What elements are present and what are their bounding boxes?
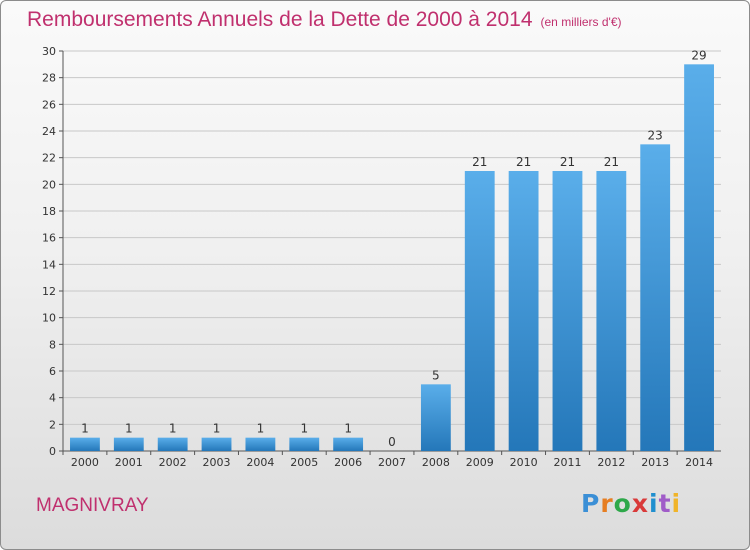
bar: [552, 171, 583, 451]
x-tick-label: 2006: [334, 456, 362, 469]
x-tick-label: 2008: [422, 456, 450, 469]
y-tick-label: 0: [49, 445, 56, 458]
data-label: 0: [388, 435, 396, 449]
y-tick-label: 10: [42, 312, 56, 325]
x-tick-label: 2004: [246, 456, 274, 469]
data-labels: 1 1 1 1 1 1 1 0 5 21 21 21 21 23 29: [81, 48, 707, 449]
data-label: 1: [257, 422, 265, 436]
x-tick-label: 2000: [71, 456, 99, 469]
x-tick-label: 2010: [510, 456, 538, 469]
x-tick-label: 2002: [159, 456, 187, 469]
data-label: 5: [432, 368, 440, 382]
commune-name: MAGNIVRAY: [36, 495, 149, 516]
data-label: 29: [691, 48, 706, 62]
bar: [464, 171, 495, 451]
data-label: 1: [81, 422, 89, 436]
data-label: 1: [300, 422, 308, 436]
x-tick-label: 2011: [553, 456, 581, 469]
proxiti-logo: Proxiti: [581, 489, 681, 518]
x-tick-label: 2003: [203, 456, 231, 469]
data-label: 21: [472, 155, 487, 169]
y-tick-label: 22: [42, 152, 56, 165]
x-tick-label: 2009: [466, 456, 494, 469]
x-tick-label: 2005: [290, 456, 318, 469]
bar: [289, 437, 320, 451]
x-tick-label: 2012: [597, 456, 625, 469]
bar: [333, 437, 364, 451]
x-tick-label: 2014: [685, 456, 713, 469]
chart-title-text: Remboursements Annuels de la Dette de 20…: [27, 8, 533, 31]
y-tick-label: 18: [42, 205, 56, 218]
chart-title: Remboursements Annuels de la Dette de 20…: [27, 8, 622, 32]
data-label: 21: [516, 155, 531, 169]
logo-letter: P: [581, 489, 601, 518]
logo-letter: r: [600, 489, 614, 518]
logo-letter: t: [658, 489, 672, 518]
logo-letter: o: [613, 489, 632, 518]
y-tick-label: 16: [42, 232, 56, 245]
bar: [508, 171, 539, 451]
bar: [113, 437, 144, 451]
data-label: 1: [169, 422, 177, 436]
data-label: 21: [560, 155, 575, 169]
logo-letter: i: [649, 489, 659, 518]
data-label: 23: [648, 128, 663, 142]
x-tick-label: 2013: [641, 456, 669, 469]
bar: [596, 171, 627, 451]
y-tick-label: 6: [49, 365, 56, 378]
x-tick-label: 2007: [378, 456, 406, 469]
logo-letter: i: [671, 489, 682, 518]
data-label: 1: [344, 422, 352, 436]
bars: [70, 64, 714, 452]
bar: [201, 437, 232, 451]
y-tick-label: 12: [42, 285, 56, 298]
y-tick-label: 2: [49, 418, 56, 431]
data-label: 1: [125, 422, 133, 436]
y-tick-label: 24: [42, 125, 56, 138]
bar: [420, 384, 451, 451]
y-tick-label: 20: [42, 178, 56, 191]
y-tick-label: 4: [49, 392, 56, 405]
y-tick-label: 26: [42, 98, 56, 111]
y-tick-label: 28: [42, 72, 56, 85]
bar: [157, 437, 188, 451]
bar: [70, 437, 100, 451]
bar: [640, 144, 671, 452]
y-tick-label: 14: [42, 258, 56, 271]
data-label: 1: [213, 422, 221, 436]
bar: [684, 64, 714, 452]
bar: [245, 437, 276, 451]
x-tick-label: 2001: [115, 456, 143, 469]
chart-unit-note: (en milliers d'€): [540, 15, 622, 29]
y-tick-label: 8: [49, 338, 56, 351]
logo-letter: x: [631, 489, 649, 518]
data-label: 21: [604, 155, 619, 169]
y-tick-label: 30: [42, 45, 56, 58]
